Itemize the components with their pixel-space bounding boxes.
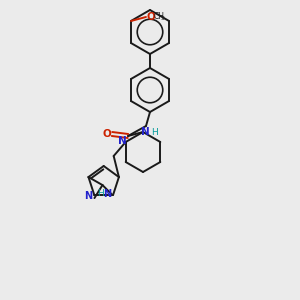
Text: O: O bbox=[103, 129, 111, 139]
Text: N: N bbox=[84, 191, 92, 201]
Text: N: N bbox=[141, 127, 149, 137]
Text: O: O bbox=[147, 11, 156, 22]
Text: CH: CH bbox=[153, 12, 164, 21]
Text: N: N bbox=[103, 189, 111, 199]
Text: 3: 3 bbox=[160, 16, 164, 21]
Text: H: H bbox=[97, 189, 104, 198]
Text: H: H bbox=[151, 128, 158, 137]
Text: N: N bbox=[118, 136, 127, 146]
